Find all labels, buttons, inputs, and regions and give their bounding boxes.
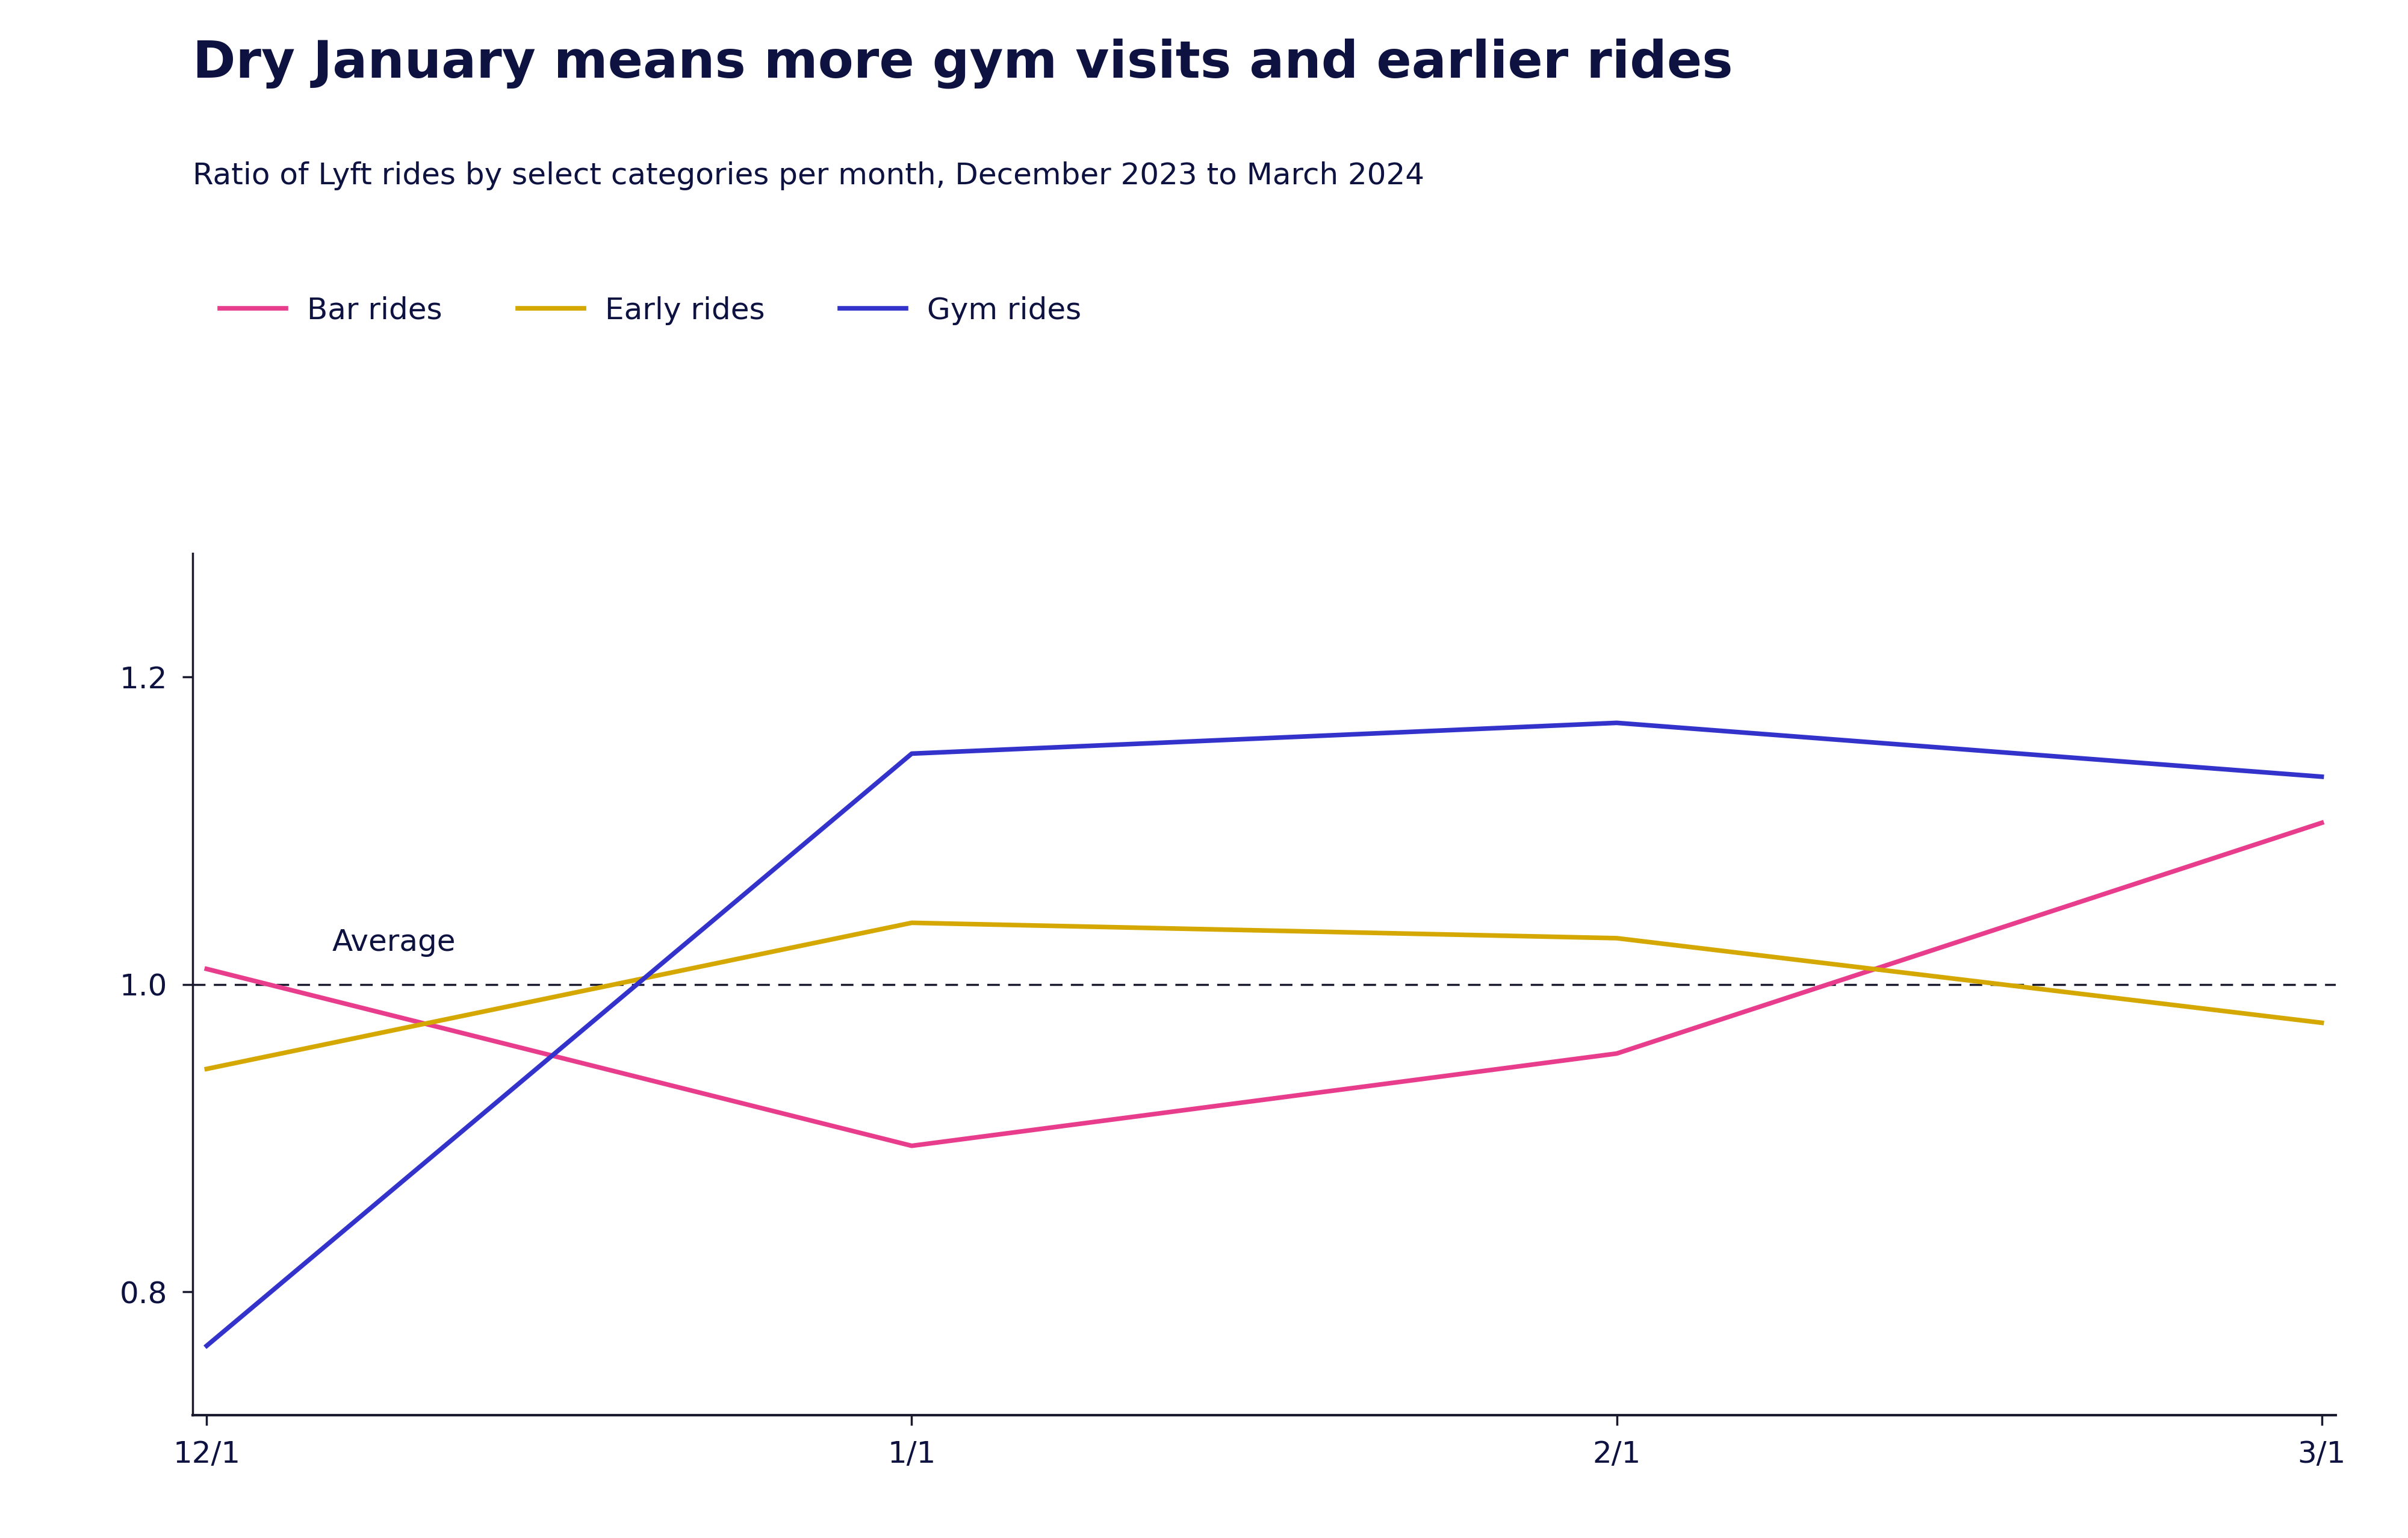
Text: Average: Average	[332, 927, 455, 957]
Legend: Bar rides, Early rides, Gym rides: Bar rides, Early rides, Gym rides	[207, 285, 1093, 337]
Text: Ratio of Lyft rides by select categories per month, December 2023 to March 2024: Ratio of Lyft rides by select categories…	[193, 161, 1426, 191]
Text: Dry January means more gym visits and earlier rides: Dry January means more gym visits and ea…	[193, 38, 1734, 89]
